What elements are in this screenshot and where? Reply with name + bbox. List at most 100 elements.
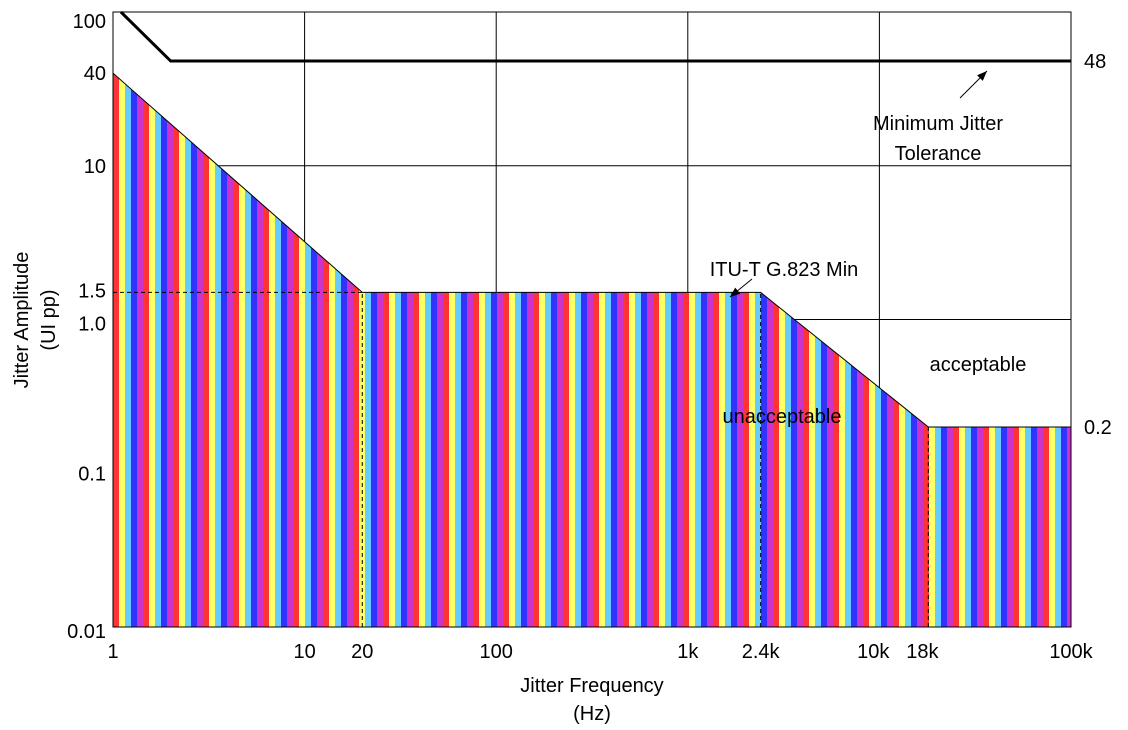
- region-stripe: [293, 73, 300, 627]
- region-stripe: [791, 73, 798, 627]
- region-stripe: [515, 73, 522, 627]
- region-stripe: [581, 73, 588, 627]
- x-axis-label: Jitter Frequency: [520, 675, 663, 697]
- region-stripe: [785, 73, 792, 627]
- x-tick-label: 10: [293, 641, 315, 663]
- region-stripe: [215, 73, 222, 627]
- x-tick-label: 2.4k: [742, 641, 781, 663]
- region-stripe: [425, 73, 432, 627]
- region-stripe: [203, 73, 210, 627]
- region-stripe: [725, 73, 732, 627]
- region-stripe: [275, 73, 282, 627]
- region-stripe: [563, 73, 570, 627]
- region-stripe: [803, 73, 810, 627]
- y-tick-label: 0.01: [67, 621, 106, 643]
- x-tick-label: 1k: [677, 641, 699, 663]
- right-value-label: 0.2: [1084, 417, 1112, 439]
- region-stripe: [539, 73, 546, 627]
- region-stripe: [521, 73, 528, 627]
- region-stripe: [227, 73, 234, 627]
- region-stripe: [143, 73, 150, 627]
- region-stripe: [149, 73, 156, 627]
- region-stripe: [191, 73, 198, 627]
- region-stripe: [431, 73, 438, 627]
- region-stripe: [263, 73, 270, 627]
- tick-labels: 1 10 20 100 1k 2.4k 10k 18k 100k 0.01 0.1 1.0 1.5 10 4…: [67, 11, 1112, 663]
- x-tick-label: 18k: [906, 641, 939, 663]
- region-stripe: [737, 73, 744, 627]
- region-stripe: [533, 73, 540, 627]
- y-tick-label: 1.0: [78, 314, 106, 336]
- unacceptable-label: unacceptable: [723, 406, 842, 428]
- region-stripe: [551, 73, 558, 627]
- region-stripe: [365, 73, 372, 627]
- x-tick-label: 20: [351, 641, 373, 663]
- region-stripe: [353, 73, 360, 627]
- region-stripe: [779, 73, 786, 627]
- region-stripe: [137, 73, 144, 627]
- region-stripe: [749, 73, 756, 627]
- region-stripe: [305, 73, 312, 627]
- region-stripe: [815, 73, 822, 627]
- min-tolerance-label: Minimum Jitter: [873, 113, 1003, 135]
- region-stripe: [593, 73, 600, 627]
- y-tick-label: 100: [73, 11, 106, 33]
- region-stripe: [173, 73, 180, 627]
- region-stripe: [683, 73, 690, 627]
- region-stripe: [449, 73, 456, 627]
- region-stripe: [587, 73, 594, 627]
- region-stripe: [389, 73, 396, 627]
- region-stripe: [479, 73, 486, 627]
- y-axis-unit-label: (UI pp): [38, 289, 60, 350]
- region-stripe: [455, 73, 462, 627]
- region-stripe: [473, 73, 480, 627]
- region-stripe: [773, 73, 780, 627]
- series-minimum-jitter-tolerance: [119, 10, 1071, 63]
- region-stripe: [797, 73, 804, 627]
- acceptable-label: acceptable: [930, 354, 1027, 376]
- region-stripe: [383, 73, 390, 627]
- region-stripe: [635, 73, 642, 627]
- min-tolerance-label-2: Tolerance: [895, 143, 982, 165]
- x-axis-unit-label: (Hz): [573, 703, 611, 725]
- min-tolerance-arrowhead: [977, 71, 987, 81]
- region-stripe: [755, 73, 762, 627]
- region-stripe: [671, 73, 678, 627]
- region-stripe: [665, 73, 672, 627]
- region-stripe: [287, 73, 294, 627]
- region-stripe: [713, 73, 720, 627]
- region-stripe: [599, 73, 606, 627]
- region-stripe: [257, 73, 264, 627]
- region-stripe: [167, 73, 174, 627]
- x-tick-label: 100k: [1049, 641, 1093, 663]
- region-stripe: [209, 73, 216, 627]
- y-tick-label: 40: [84, 63, 106, 85]
- region-stripe: [653, 73, 660, 627]
- region-stripe: [419, 73, 426, 627]
- region-stripe: [401, 73, 408, 627]
- region-stripe: [689, 73, 696, 627]
- region-stripe: [485, 73, 492, 627]
- region-stripe: [335, 73, 342, 627]
- region-stripe: [125, 73, 132, 627]
- region-stripe: [161, 73, 168, 627]
- region-stripe: [407, 73, 414, 627]
- region-stripe: [395, 73, 402, 627]
- region-stripe: [575, 73, 582, 627]
- series-itu-g823-min: [112, 72, 1071, 428]
- region-stripe: [371, 73, 378, 627]
- region-stripe: [719, 73, 726, 627]
- region-stripe: [341, 73, 348, 627]
- region-stripe: [131, 73, 138, 627]
- region-stripe: [197, 73, 204, 627]
- region-stripe: [647, 73, 654, 627]
- region-stripe: [281, 73, 288, 627]
- x-tick-label: 10k: [857, 641, 890, 663]
- region-stripe: [569, 73, 576, 627]
- region-stripe: [185, 73, 192, 627]
- region-stripe: [299, 73, 306, 627]
- region-stripe: [251, 73, 258, 627]
- region-stripe: [437, 73, 444, 627]
- region-stripe: [527, 73, 534, 627]
- region-stripe: [767, 73, 774, 627]
